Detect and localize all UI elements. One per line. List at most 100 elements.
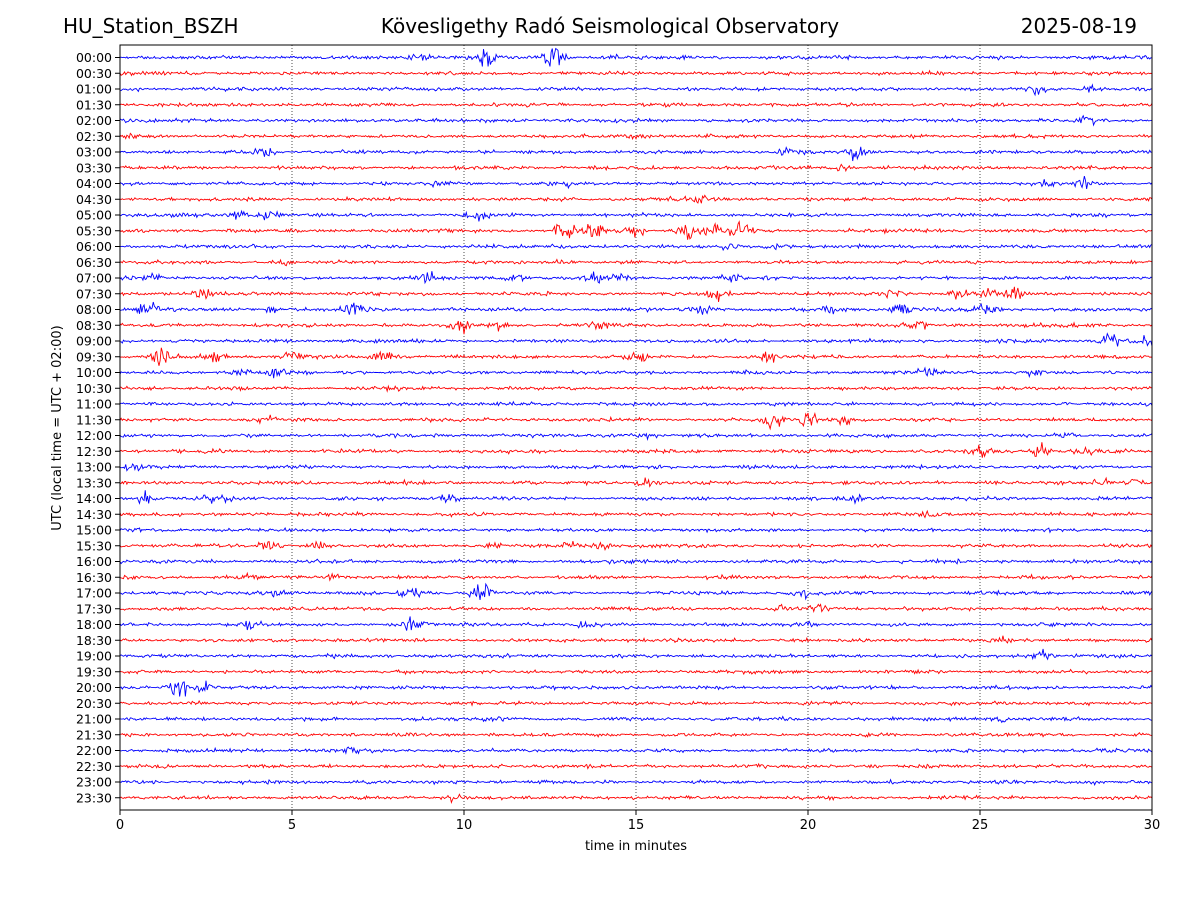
- row-time-label: 02:00: [76, 113, 112, 128]
- row-time-label: 20:30: [76, 696, 112, 711]
- row-time-label: 00:00: [76, 50, 112, 65]
- row-time-label: 03:00: [76, 145, 112, 160]
- row-time-label: 05:00: [76, 208, 112, 223]
- row-time-label: 15:30: [76, 538, 112, 553]
- chart-date: 2025-08-19: [1020, 14, 1137, 38]
- trace-row-0300: [119, 146, 1153, 162]
- row-time-label: 04:30: [76, 192, 112, 207]
- row-time-label: 17:00: [76, 586, 112, 601]
- x-tick-label: 15: [628, 818, 645, 833]
- row-time-label: 08:00: [76, 302, 112, 317]
- trace-row-0130: [119, 101, 1153, 108]
- trace-row-0930: [119, 347, 1153, 366]
- row-time-label: 03:30: [76, 160, 112, 175]
- row-time-label: 12:30: [76, 444, 112, 459]
- station-name: HU_Station_BSZH: [63, 14, 239, 38]
- row-time-label: 19:30: [76, 664, 112, 679]
- row-time-label: 05:30: [76, 223, 112, 238]
- trace-row-0730: [119, 286, 1153, 303]
- row-time-label: 16:30: [76, 570, 112, 585]
- trace-row-0800: [119, 301, 1153, 315]
- trace-row-1930: [119, 668, 1153, 676]
- row-time-label: 07:30: [76, 286, 112, 301]
- row-time-label: 22:30: [76, 759, 112, 774]
- trace-row-0030: [119, 69, 1153, 77]
- row-time-label: 01:00: [76, 82, 112, 97]
- x-tick-label: 10: [456, 818, 473, 833]
- row-time-label: 19:00: [76, 649, 112, 664]
- trace-row-1300: [119, 463, 1153, 472]
- row-time-label: 22:00: [76, 743, 112, 758]
- trace-row-1330: [119, 476, 1153, 488]
- trace-row-1600: [119, 557, 1153, 565]
- trace-row-1700: [119, 582, 1153, 601]
- trace-row-1200: [119, 431, 1153, 441]
- trace-row-2230: [119, 762, 1153, 770]
- trace-row-0200: [119, 114, 1153, 127]
- grid-lines: [291, 45, 981, 810]
- row-time-label: 11:00: [76, 397, 112, 412]
- row-time-label: 20:00: [76, 680, 112, 695]
- row-time-label: 14:00: [76, 491, 112, 506]
- row-time-label: 11:30: [76, 412, 112, 427]
- row-time-label: 06:30: [76, 255, 112, 270]
- trace-row-1030: [119, 384, 1153, 393]
- row-time-label: 00:30: [76, 66, 112, 81]
- trace-row-1430: [119, 509, 1153, 519]
- row-time-label: 06:00: [76, 239, 112, 254]
- row-time-label: 18:30: [76, 633, 112, 648]
- row-time-label: 07:00: [76, 271, 112, 286]
- chart-title: Kövesligethy Radó Seismological Observat…: [380, 14, 840, 38]
- trace-row-1500: [119, 527, 1153, 534]
- trace-row-0600: [119, 242, 1153, 252]
- x-tick-label: 0: [116, 818, 124, 833]
- row-time-label: 09:00: [76, 334, 112, 349]
- x-axis-ticks: 0 5 10 15 20 25 30: [116, 810, 1160, 833]
- trace-row-1230: [119, 442, 1153, 458]
- x-tick-label: 5: [288, 818, 296, 833]
- trace-row-1130: [119, 412, 1153, 431]
- trace-row-0430: [119, 194, 1153, 204]
- trace-lines: [119, 47, 1153, 804]
- trace-row-0530: [119, 220, 1153, 240]
- trace-row-2330: [119, 793, 1153, 804]
- trace-row-1530: [119, 540, 1153, 552]
- row-time-label: 15:00: [76, 523, 112, 538]
- row-time-label: 23:30: [76, 790, 112, 805]
- trace-row-1900: [119, 648, 1153, 661]
- y-axis-ticks: 00:0000:3001:0001:3002:0002:3003:0003:30…: [76, 50, 120, 805]
- trace-row-2030: [119, 700, 1153, 707]
- row-time-label: 08:30: [76, 318, 112, 333]
- row-time-label: 23:00: [76, 775, 112, 790]
- row-time-label: 14:30: [76, 507, 112, 522]
- trace-row-2200: [119, 746, 1153, 755]
- trace-row-1630: [119, 571, 1153, 582]
- y-axis-label: UTC (local time = UTC + 02:00): [50, 325, 65, 530]
- trace-row-0330: [119, 163, 1153, 173]
- trace-row-0500: [119, 209, 1153, 222]
- x-tick-label: 30: [1144, 818, 1161, 833]
- trace-row-0630: [119, 258, 1153, 267]
- trace-row-2130: [119, 731, 1153, 738]
- row-time-label: 12:00: [76, 428, 112, 443]
- row-time-label: 18:00: [76, 617, 112, 632]
- trace-row-0100: [119, 83, 1153, 97]
- trace-row-0230: [119, 132, 1153, 141]
- trace-row-1100: [119, 400, 1153, 408]
- trace-row-0000: [119, 47, 1153, 67]
- x-tick-label: 25: [972, 818, 989, 833]
- row-time-label: 13:30: [76, 475, 112, 490]
- x-tick-label: 20: [800, 818, 817, 833]
- trace-row-2300: [119, 778, 1153, 787]
- trace-row-0830: [119, 320, 1153, 335]
- trace-row-0900: [119, 332, 1153, 347]
- trace-row-1830: [119, 635, 1153, 644]
- row-time-label: 04:00: [76, 176, 112, 191]
- trace-row-0400: [119, 175, 1153, 190]
- trace-row-1730: [119, 603, 1153, 614]
- trace-row-1400: [119, 490, 1153, 505]
- trace-row-0700: [119, 271, 1153, 285]
- x-axis-label: time in minutes: [585, 839, 687, 854]
- trace-row-1000: [119, 366, 1153, 379]
